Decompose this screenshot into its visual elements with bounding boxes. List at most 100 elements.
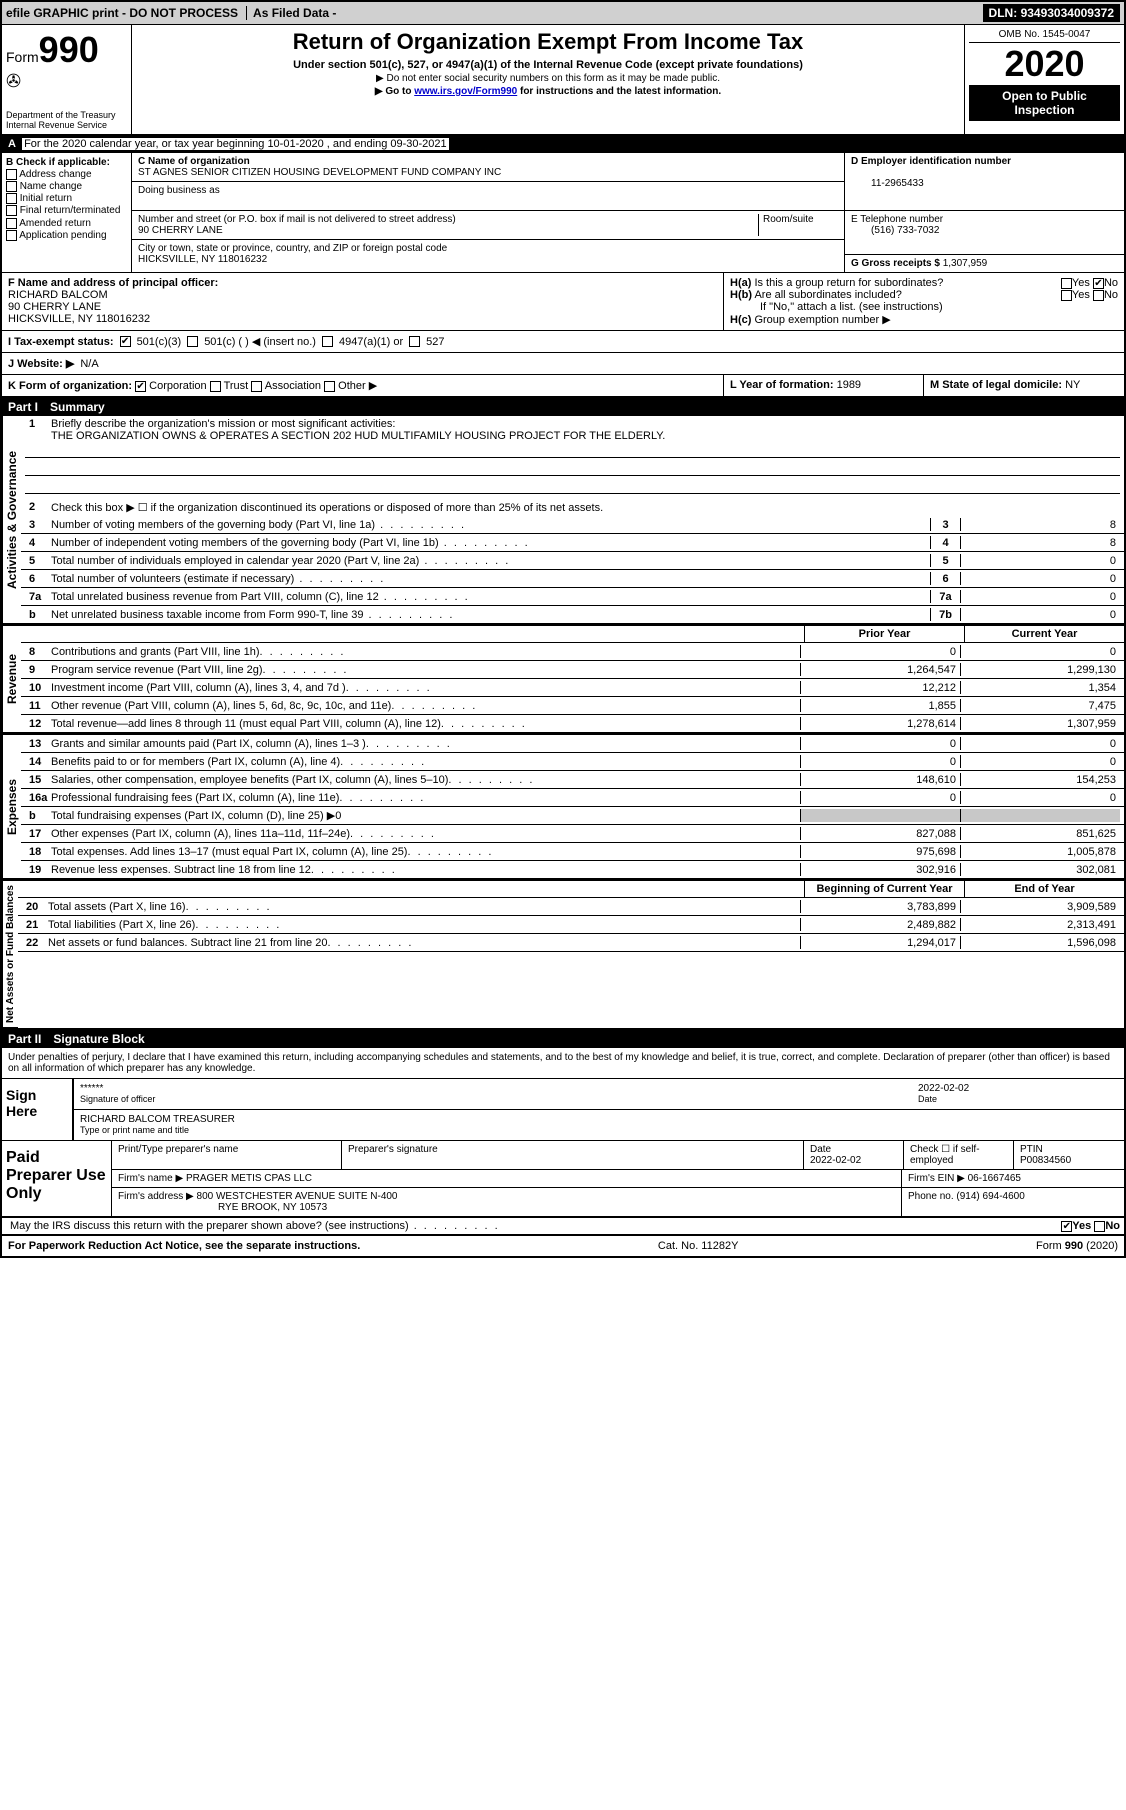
note-link: ▶ Go to www.irs.gov/Form990 for instruct… (140, 86, 956, 97)
chk-name-change[interactable]: Name change (6, 181, 127, 192)
firm-phone: (914) 694-4600 (956, 1191, 1024, 1202)
firm-name: PRAGER METIS CPAS LLC (186, 1173, 312, 1184)
sig-date: 2022-02-02 (918, 1083, 969, 1094)
col-h: H(a) Is this a group return for subordin… (724, 273, 1124, 330)
net-header: Beginning of Current YearEnd of Year (18, 881, 1124, 898)
summary-governance: Activities & Governance 1 Briefly descri… (2, 416, 1124, 626)
chk-assoc[interactable] (251, 381, 262, 392)
summary-netassets: Net Assets or Fund Balances Beginning of… (2, 881, 1124, 1030)
line-11: 11Other revenue (Part VIII, column (A), … (21, 697, 1124, 715)
row-i: I Tax-exempt status: ✔ 501(c)(3) 501(c) … (2, 331, 1124, 353)
chk-4947[interactable] (322, 336, 333, 347)
col-b: B Check if applicable: Address change Na… (2, 153, 132, 272)
phone: (516) 733-7032 (851, 225, 939, 236)
line-21: 21Total liabilities (Part X, line 26)2,4… (18, 916, 1124, 934)
year-formation: 1989 (837, 379, 861, 391)
chk-501c3[interactable]: ✔ (120, 336, 131, 347)
discuss-yes[interactable]: ✔ (1061, 1221, 1072, 1232)
row-klm: K Form of organization: ✔ Corporation Tr… (2, 375, 1124, 398)
firm-ein: 06-1667465 (968, 1173, 1021, 1184)
dln-box: DLN: 93493034009372 (983, 4, 1120, 22)
officer-name: RICHARD BALCOM (8, 289, 108, 301)
header-row: Form990 ✇ Department of the Treasury Int… (2, 25, 1124, 136)
paid-preparer: Paid Preparer Use Only Print/Type prepar… (2, 1141, 1124, 1218)
efile-text: efile GRAPHIC print - DO NOT PROCESS (6, 6, 238, 20)
city: HICKSVILLE, NY 118016232 (138, 254, 267, 265)
chk-address-change[interactable]: Address change (6, 169, 127, 180)
irs-link[interactable]: www.irs.gov/Form990 (414, 86, 517, 97)
hb-yes[interactable] (1061, 290, 1072, 301)
row-a: A For the 2020 calendar year, or tax yea… (2, 136, 1124, 153)
discuss-no[interactable] (1094, 1221, 1105, 1232)
line-16a: 16aProfessional fundraising fees (Part I… (21, 789, 1124, 807)
hb-no[interactable] (1093, 290, 1104, 301)
sig-stars: ****** (80, 1083, 103, 1094)
chk-other[interactable] (324, 381, 335, 392)
line-20: 20Total assets (Part X, line 16)3,783,89… (18, 898, 1124, 916)
col-f: F Name and address of principal officer:… (2, 273, 724, 330)
chk-amended-return[interactable]: Amended return (6, 218, 127, 229)
ha-no[interactable]: ✔ (1093, 278, 1104, 289)
chk-final-return[interactable]: Final return/terminated (6, 205, 127, 216)
line-b: bTotal fundraising expenses (Part IX, co… (21, 807, 1124, 825)
footer: For Paperwork Reduction Act Notice, see … (2, 1236, 1124, 1256)
street: 90 CHERRY LANE (138, 225, 223, 236)
dept-treasury: Department of the Treasury Internal Reve… (6, 110, 127, 130)
website: N/A (80, 358, 98, 370)
line-17: 17Other expenses (Part IX, column (A), l… (21, 825, 1124, 843)
omb-no: OMB No. 1545-0047 (969, 29, 1120, 43)
chk-trust[interactable] (210, 381, 221, 392)
org-name: ST AGNES SENIOR CITIZEN HOUSING DEVELOPM… (138, 167, 501, 178)
chk-initial-return[interactable]: Initial return (6, 193, 127, 204)
form-title: Return of Organization Exempt From Incom… (140, 29, 956, 55)
form-990-container: efile GRAPHIC print - DO NOT PROCESS As … (0, 0, 1126, 1258)
section-bcde: B Check if applicable: Address change Na… (2, 153, 1124, 273)
gross-receipts: 1,307,959 (943, 258, 988, 269)
firm-addr: 800 WESTCHESTER AVENUE SUITE N-400 (197, 1191, 398, 1202)
line-19: 19Revenue less expenses. Subtract line 1… (21, 861, 1124, 879)
sign-here-row: Sign Here ****** Signature of officer 20… (2, 1079, 1124, 1141)
prep-header-row: Print/Type preparer's name Preparer's si… (112, 1141, 1124, 1170)
open-to-public: Open to Public Inspection (969, 85, 1120, 121)
col-de: D Employer identification number 11-2965… (844, 153, 1124, 272)
chk-527[interactable] (409, 336, 420, 347)
summary-revenue: Revenue Prior YearCurrent Year 8Contribu… (2, 626, 1124, 735)
line-18: 18Total expenses. Add lines 13–17 (must … (21, 843, 1124, 861)
rev-header: Prior YearCurrent Year (21, 626, 1124, 643)
line-15: 15Salaries, other compensation, employee… (21, 771, 1124, 789)
line-14: 14Benefits paid to or for members (Part … (21, 753, 1124, 771)
mission: THE ORGANIZATION OWNS & OPERATES A SECTI… (25, 430, 1120, 442)
as-filed-label: As Filed Data - (246, 6, 336, 20)
row-j: J Website: ▶ N/A (2, 353, 1124, 375)
line-12: 12Total revenue—add lines 8 through 11 (… (21, 715, 1124, 733)
domicile: NY (1065, 379, 1080, 391)
col-c: C Name of organization ST AGNES SENIOR C… (132, 153, 844, 272)
chk-501c[interactable] (187, 336, 198, 347)
perjury-text: Under penalties of perjury, I declare th… (2, 1048, 1124, 1079)
ein: 11-2965433 (851, 178, 924, 189)
form-subtitle: Under section 501(c), 527, or 4947(a)(1)… (140, 59, 956, 71)
line-8: 8Contributions and grants (Part VIII, li… (21, 643, 1124, 661)
line-22: 22Net assets or fund balances. Subtract … (18, 934, 1124, 952)
tax-year: 2020 (969, 43, 1120, 85)
discuss-row: May the IRS discuss this return with the… (2, 1218, 1124, 1236)
chk-corp[interactable]: ✔ (135, 381, 146, 392)
ha-yes[interactable] (1061, 278, 1072, 289)
ptin: P00834560 (1020, 1155, 1071, 1166)
gov-line-3: 3Number of voting members of the governi… (21, 516, 1124, 534)
part-ii-header: Part II Signature Block (2, 1030, 1124, 1048)
note-ssn: ▶ Do not enter social security numbers o… (140, 73, 956, 84)
line-13: 13Grants and similar amounts paid (Part … (21, 735, 1124, 753)
summary-expenses: Expenses 13Grants and similar amounts pa… (2, 735, 1124, 881)
gov-line-5: 5Total number of individuals employed in… (21, 552, 1124, 570)
efile-top-bar: efile GRAPHIC print - DO NOT PROCESS As … (2, 2, 1124, 25)
header-left: Form990 ✇ Department of the Treasury Int… (2, 25, 132, 134)
officer-name-title: RICHARD BALCOM TREASURER (80, 1114, 235, 1125)
line-10: 10Investment income (Part VIII, column (… (21, 679, 1124, 697)
section-fh: F Name and address of principal officer:… (2, 273, 1124, 331)
part-i-header: Part I Summary (2, 398, 1124, 416)
chk-application-pending[interactable]: Application pending (6, 230, 127, 241)
gov-line-6: 6Total number of volunteers (estimate if… (21, 570, 1124, 588)
header-right: OMB No. 1545-0047 2020 Open to Public In… (964, 25, 1124, 134)
gov-line-7a: 7aTotal unrelated business revenue from … (21, 588, 1124, 606)
